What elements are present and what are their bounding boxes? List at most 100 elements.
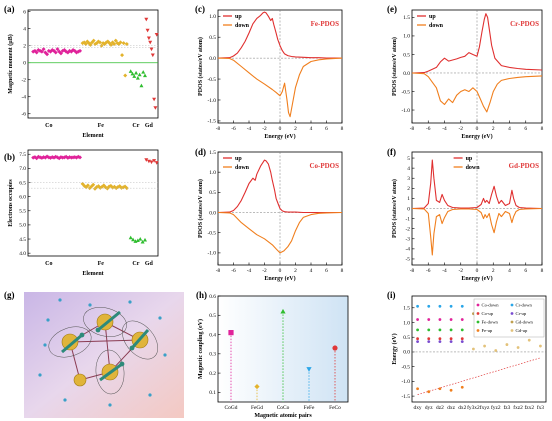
legend-swatch — [510, 320, 514, 324]
y-tick-label: -1.0 — [401, 379, 410, 385]
x-tick-label: -2 — [262, 126, 267, 132]
data-point — [152, 159, 157, 163]
panel-d: (d) -1.0 -0.5 0.0 0.5 1.0 1.5 PDOS (states/eV a… — [195, 147, 344, 282]
series-line-down — [411, 207, 543, 256]
electron-dot — [158, 316, 162, 320]
data-point — [112, 42, 117, 47]
legend-swatch — [476, 329, 480, 332]
legend-swatch — [510, 303, 514, 307]
y-tick-label: -0.5 — [401, 89, 410, 95]
x-category-label: FeCo — [329, 405, 341, 411]
y-tick-label: 7.0 — [19, 166, 26, 172]
data-point — [427, 304, 431, 308]
x-category-label: fz3 — [503, 404, 510, 411]
x-axis-label: Magnetic atomic pairs — [254, 413, 312, 419]
y-tick-label: 1.0 — [209, 14, 216, 20]
legend-swatch — [476, 320, 480, 324]
y-axis-label: PDOS (states/eV atom) — [391, 37, 398, 96]
data-point — [438, 337, 442, 341]
x-category-label: Gd — [145, 261, 154, 267]
data-point — [85, 183, 90, 188]
data-point — [152, 97, 157, 102]
series-line-down — [217, 57, 343, 118]
x-tick-label: -4 — [247, 268, 252, 274]
x-category-label: Gd — [145, 123, 154, 129]
y-tick-label: 4.0 — [19, 251, 26, 257]
series-line-down — [411, 72, 543, 113]
data-point — [128, 235, 133, 240]
electron-dot — [43, 343, 47, 347]
x-tick-label: 6 — [325, 268, 328, 274]
data-point — [460, 337, 464, 341]
x-tick-label: 2 — [492, 268, 495, 274]
y-tick-label: -0.5 — [401, 364, 410, 370]
atom-sphere — [73, 373, 87, 387]
y-tick-label: 2 — [407, 186, 410, 192]
x-category-label: dyz — [425, 405, 433, 411]
legend-entry: up — [235, 156, 242, 162]
data-point — [416, 340, 419, 344]
electron-dot — [128, 300, 132, 304]
series-line-up — [217, 11, 342, 59]
y-tick-label: 1.5 — [403, 15, 410, 21]
y-tick-label: -1 — [406, 216, 411, 222]
x-category-label: dxz — [447, 405, 455, 411]
x-tick-label: -8 — [216, 126, 221, 132]
plot-frame — [411, 295, 547, 403]
data-point — [449, 328, 453, 332]
panel-label: (c) — [195, 4, 205, 14]
series-line-down — [217, 211, 343, 254]
data-point — [438, 340, 442, 344]
y-tick-label: 0.5 — [209, 190, 216, 196]
panel-e: (e) -1.0 -0.5 0.0 0.5 1.0 1.5 PDOS (states/eV a… — [387, 4, 544, 140]
data-point — [135, 238, 140, 243]
legend-entry: down — [429, 23, 444, 29]
x-tick-label: -2 — [459, 268, 464, 274]
y-tick-label: -4 — [406, 247, 411, 253]
data-point — [154, 33, 159, 37]
data-point — [53, 50, 58, 55]
x-axis-label: Energy (eV) — [461, 275, 492, 282]
bond — [104, 321, 111, 373]
legend-entry: Co-down — [482, 303, 500, 308]
y-tick-label: 0.0 — [403, 71, 410, 77]
y-tick-label: -1.0 — [401, 108, 410, 114]
data-point — [438, 387, 442, 391]
data-point — [449, 340, 453, 344]
data-point — [149, 160, 154, 165]
y-tick-label: 4.5 — [19, 237, 26, 243]
x-tick-label: 8 — [341, 268, 344, 274]
x-tick-label: 4 — [310, 268, 313, 274]
trend-line — [417, 357, 541, 395]
data-point — [449, 318, 453, 321]
data-point — [494, 349, 498, 352]
spin-arrow — [130, 329, 150, 349]
x-category-label: fzx2 — [524, 404, 534, 411]
x-category-label: fyz2 — [491, 404, 501, 411]
panel-label: (e) — [387, 4, 397, 14]
data-point — [123, 73, 128, 78]
y-tick-label: 5.5 — [19, 209, 26, 215]
data-point — [427, 328, 431, 332]
data-point — [416, 387, 419, 391]
x-category-label: FeFe — [304, 405, 315, 411]
x-category-label: fy3x2 — [467, 404, 480, 411]
x-tick-label: 8 — [541, 126, 544, 132]
y-tick-label: 5 — [407, 156, 410, 162]
y-tick-label: -5 — [406, 257, 411, 263]
spin-arrow-head — [119, 361, 125, 367]
y-tick-label: -6 — [22, 112, 27, 118]
data-point — [134, 70, 139, 75]
data-point — [438, 304, 442, 308]
data-point — [141, 70, 146, 74]
data-point — [153, 106, 158, 110]
data-point — [55, 47, 60, 52]
orbit-ring — [95, 349, 125, 395]
data-point — [228, 330, 234, 336]
data-point — [427, 318, 431, 321]
data-point — [460, 304, 464, 308]
spin-arrow-head — [129, 345, 135, 351]
panel-title: Gd-PDOS — [509, 162, 539, 170]
x-axis-label: Element — [82, 133, 103, 139]
y-axis-label: Magnetic moment (μB) — [7, 34, 14, 93]
